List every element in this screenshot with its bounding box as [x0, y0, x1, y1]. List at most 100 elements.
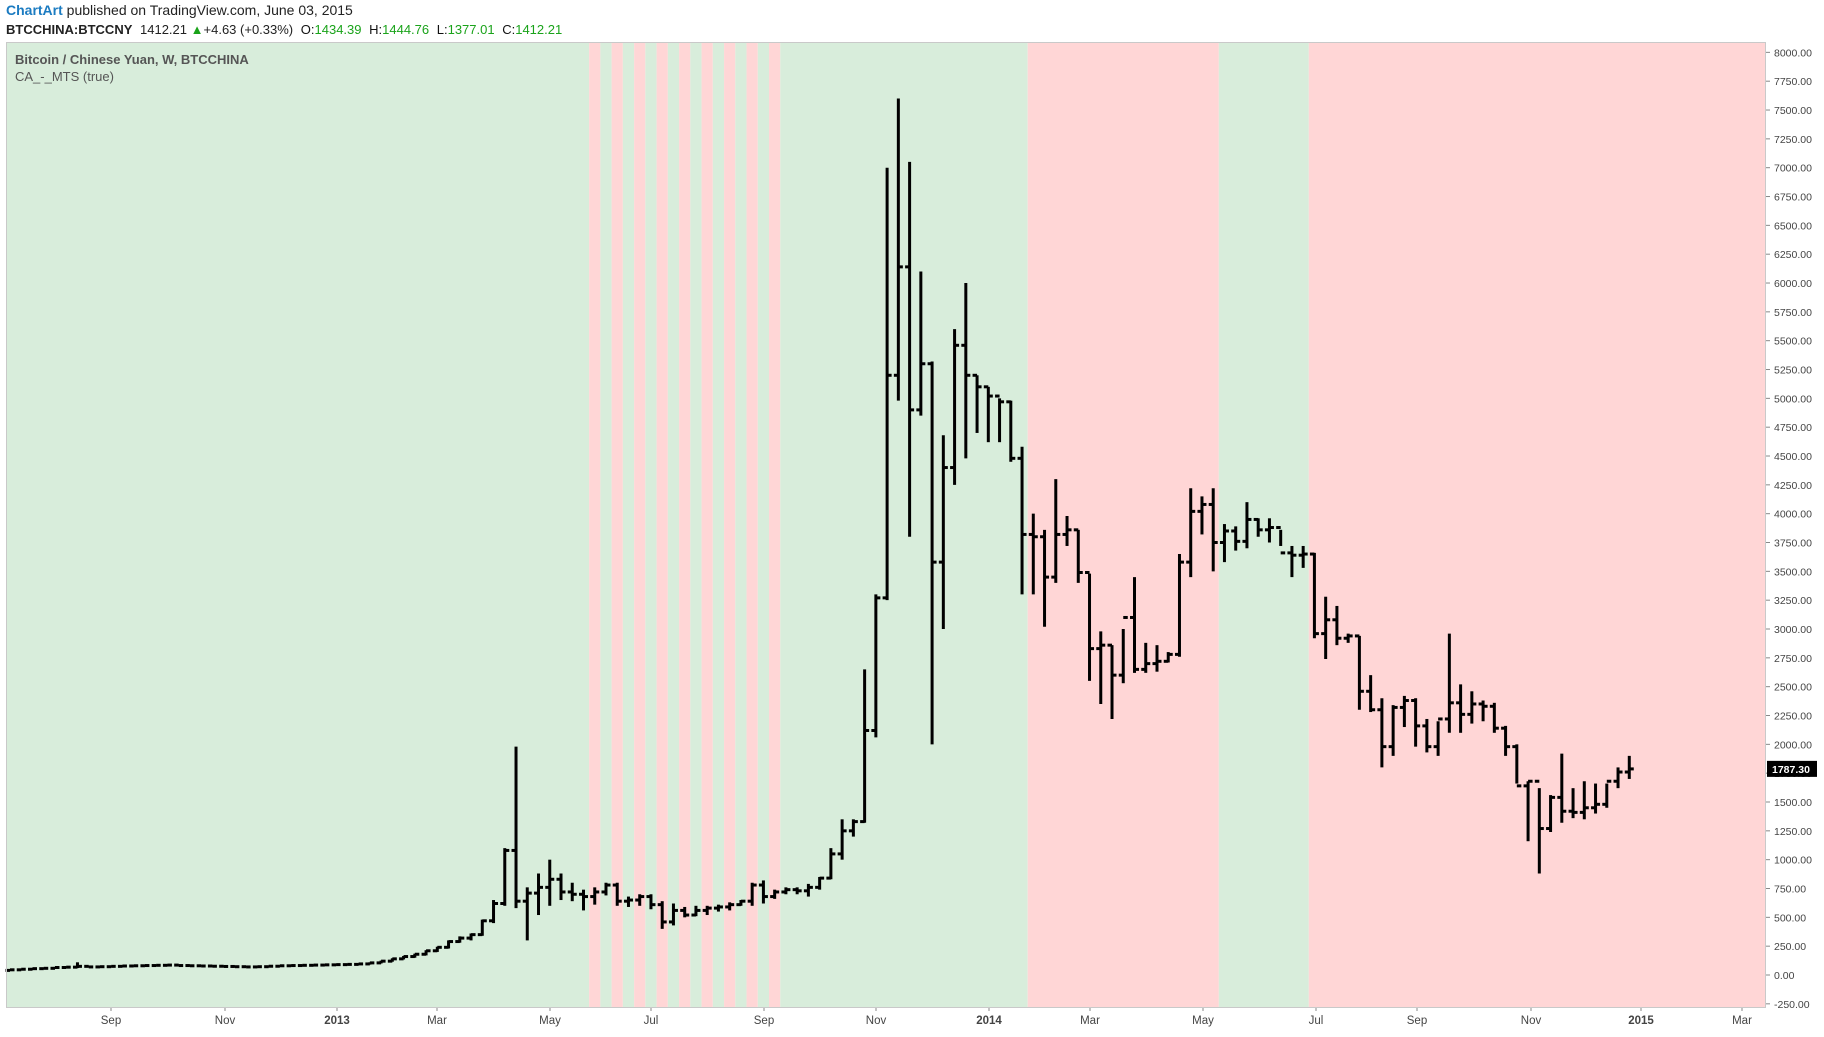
- ohlc-bar[interactable]: [230, 964, 240, 969]
- ohlc-bar[interactable]: [1523, 779, 1533, 842]
- ohlc-bar[interactable]: [219, 964, 229, 968]
- ohlc-bar[interactable]: [387, 957, 397, 963]
- ohlc-bar[interactable]: [399, 955, 409, 961]
- ohlc-bar[interactable]: [1411, 698, 1421, 747]
- ohlc-bar[interactable]: [1478, 700, 1488, 722]
- ohlc-bar[interactable]: [1040, 529, 1050, 627]
- ohlc-bar[interactable]: [657, 901, 667, 929]
- ohlc-bar[interactable]: [264, 964, 274, 969]
- ohlc-bar[interactable]: [489, 900, 499, 924]
- ohlc-bar[interactable]: [792, 887, 802, 895]
- ohlc-bar[interactable]: [1422, 718, 1432, 753]
- ohlc-bar[interactable]: [117, 964, 127, 968]
- ohlc-bar[interactable]: [680, 906, 690, 918]
- price-axis[interactable]: 8000.00 7750.00 7500.00 7250.00 7000.00 6750.…: [1766, 47, 1812, 1011]
- ohlc-bar[interactable]: [815, 876, 825, 890]
- ohlc-bar[interactable]: [95, 965, 105, 969]
- ohlc-bar[interactable]: [106, 964, 116, 969]
- ohlc-bar[interactable]: [61, 965, 71, 970]
- ohlc-bar[interactable]: [522, 887, 532, 941]
- ohlc-bar[interactable]: [1354, 634, 1364, 710]
- ohlc-bar[interactable]: [1309, 552, 1319, 639]
- ohlc-bar[interactable]: [1253, 517, 1263, 537]
- ohlc-bar[interactable]: [1186, 488, 1196, 578]
- ohlc-bar[interactable]: [84, 964, 94, 969]
- ohlc-bar[interactable]: [860, 669, 870, 824]
- ohlc-bar[interactable]: [1388, 705, 1398, 756]
- ohlc-bar[interactable]: [770, 889, 780, 899]
- ohlc-bar[interactable]: [342, 962, 352, 967]
- ohlc-bar[interactable]: [601, 882, 611, 896]
- ohlc-bar[interactable]: [39, 966, 49, 971]
- ohlc-bar[interactable]: [1163, 652, 1173, 663]
- ohlc-bar[interactable]: [500, 848, 510, 906]
- ohlc-bar[interactable]: [1534, 779, 1544, 874]
- ohlc-bar[interactable]: [140, 964, 150, 968]
- ohlc-bar[interactable]: [1107, 643, 1117, 719]
- ohlc-bar[interactable]: [5, 968, 15, 972]
- ohlc-bar[interactable]: [781, 887, 791, 895]
- ohlc-bar[interactable]: [995, 394, 1005, 443]
- ohlc-bar[interactable]: [174, 963, 184, 968]
- ohlc-bar[interactable]: [1287, 545, 1297, 578]
- ohlc-bar[interactable]: [421, 949, 431, 956]
- ohlc-bar[interactable]: [1141, 642, 1151, 673]
- ohlc-bar[interactable]: [713, 904, 723, 912]
- ohlc-bar[interactable]: [646, 894, 656, 910]
- ohlc-bar[interactable]: [455, 936, 465, 944]
- ohlc-bar[interactable]: [365, 961, 375, 966]
- ohlc-bar[interactable]: [1028, 513, 1038, 595]
- ohlc-bar[interactable]: [534, 873, 544, 916]
- ohlc-bar[interactable]: [309, 963, 319, 967]
- ohlc-bar[interactable]: [545, 859, 555, 906]
- ohlc-bar[interactable]: [1152, 645, 1162, 672]
- ohlc-bar[interactable]: [1208, 488, 1218, 572]
- ohlc-bar[interactable]: [477, 919, 487, 937]
- ohlc-bar[interactable]: [916, 271, 926, 416]
- ohlc-bar[interactable]: [151, 963, 161, 968]
- ohlc-bar[interactable]: [196, 964, 206, 968]
- ohlc-bars[interactable]: [5, 98, 1634, 972]
- ohlc-bar[interactable]: [286, 964, 296, 968]
- ohlc-bar[interactable]: [1456, 684, 1466, 733]
- ohlc-bar[interactable]: [1231, 526, 1241, 551]
- ohlc-bar[interactable]: [725, 902, 735, 911]
- ohlc-bar[interactable]: [848, 819, 858, 837]
- ohlc-bar[interactable]: [1051, 479, 1061, 583]
- ohlc-bar[interactable]: [1501, 725, 1511, 756]
- ohlc-bar[interactable]: [511, 746, 521, 909]
- ohlc-bar[interactable]: [1298, 545, 1308, 568]
- ohlc-bar[interactable]: [1264, 518, 1274, 543]
- ohlc-bar[interactable]: [938, 435, 948, 630]
- ohlc-bar[interactable]: [1006, 400, 1016, 462]
- ohlc-bar[interactable]: [747, 882, 757, 906]
- ohlc-bar[interactable]: [623, 896, 633, 907]
- ohlc-bar[interactable]: [50, 966, 60, 970]
- ohlc-bar[interactable]: [590, 887, 600, 905]
- ohlc-bar[interactable]: [758, 880, 768, 904]
- ohlc-bar[interactable]: [1017, 446, 1027, 595]
- ohlc-bar[interactable]: [803, 883, 813, 897]
- ohlc-bar[interactable]: [1568, 788, 1578, 819]
- ohlc-bar[interactable]: [1321, 596, 1331, 659]
- ohlc-bar[interactable]: [1624, 755, 1634, 779]
- ohlc-bar[interactable]: [432, 945, 442, 953]
- ohlc-bar[interactable]: [27, 967, 37, 971]
- ohlc-bar[interactable]: [1591, 783, 1601, 814]
- ohlc-bar[interactable]: [72, 962, 82, 969]
- ohlc-bar[interactable]: [1219, 524, 1229, 563]
- ohlc-bar[interactable]: [871, 594, 881, 738]
- ohlc-bar[interactable]: [129, 964, 139, 968]
- ohlc-bar[interactable]: [376, 959, 386, 965]
- ohlc-bar[interactable]: [691, 905, 701, 917]
- ohlc-bar[interactable]: [1467, 691, 1477, 724]
- ohlc-bar[interactable]: [1613, 767, 1623, 789]
- ohlc-bar[interactable]: [567, 882, 577, 902]
- ohlc-bar[interactable]: [331, 963, 341, 967]
- ohlc-bar[interactable]: [1377, 698, 1387, 768]
- ohlc-bar[interactable]: [1602, 779, 1612, 808]
- ohlc-bar[interactable]: [1512, 744, 1522, 788]
- ohlc-bar[interactable]: [162, 963, 172, 967]
- ohlc-bar[interactable]: [961, 283, 971, 459]
- indicator-label[interactable]: CA_-_MTS (true): [15, 69, 114, 84]
